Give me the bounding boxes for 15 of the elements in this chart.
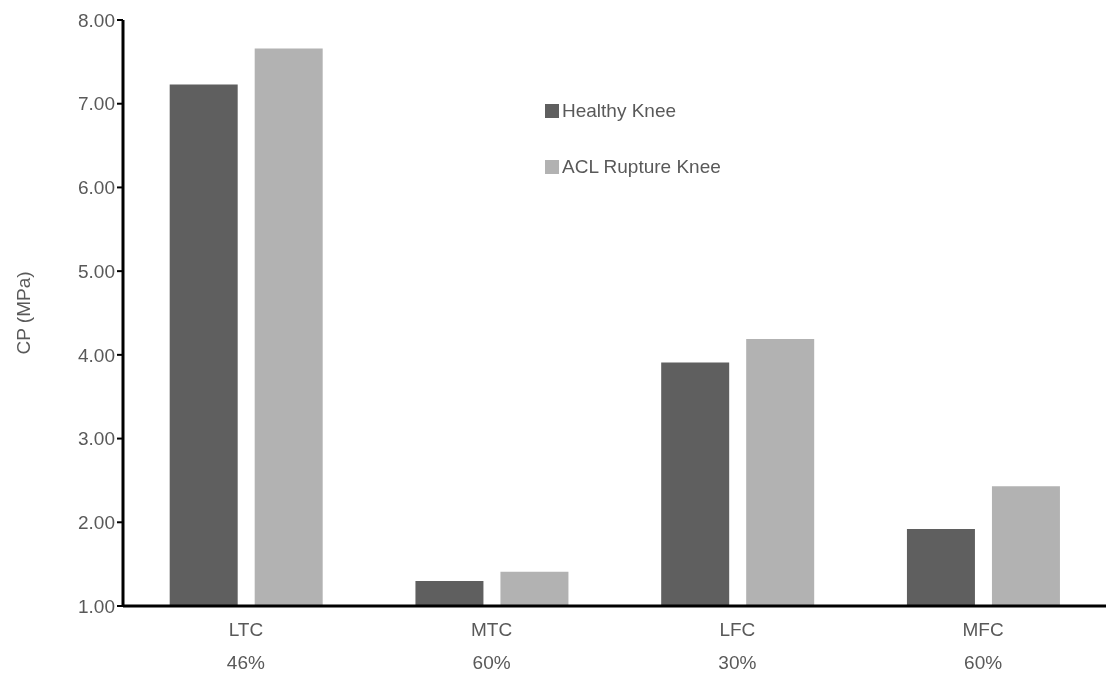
- y-axis-title: CP (MPa): [12, 271, 34, 355]
- x-tick-label: LFC 30%: [718, 619, 757, 673]
- y-tick-label: 1.00: [78, 595, 115, 617]
- y-tick-label: 6.00: [78, 177, 115, 199]
- legend-label: ACL Rupture Knee: [562, 156, 721, 178]
- y-tick-label: 4.00: [78, 344, 115, 366]
- y-tick-label: 8.00: [78, 9, 115, 31]
- x-tick-label: LTC 46%: [226, 619, 265, 673]
- y-tick-label: 2.00: [78, 512, 115, 534]
- y-tick-label: 5.00: [78, 260, 115, 282]
- legend-label: Healthy Knee: [562, 100, 677, 122]
- y-tick-label: 7.00: [78, 93, 115, 115]
- x-tick-label: MFC 60%: [962, 619, 1004, 673]
- y-tick-label: 3.00: [78, 428, 115, 450]
- x-tick-label: MTC 60%: [471, 619, 513, 673]
